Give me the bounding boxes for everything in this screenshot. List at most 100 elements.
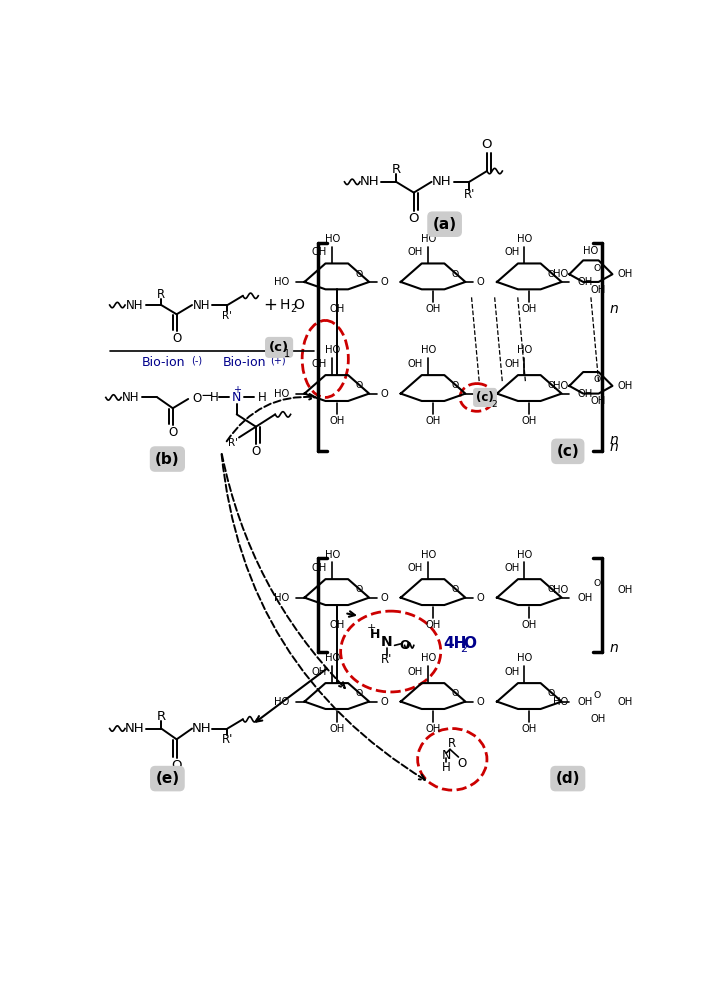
Text: O: O xyxy=(355,585,362,594)
Text: O: O xyxy=(451,689,459,698)
Text: R: R xyxy=(391,163,401,176)
Text: HO: HO xyxy=(421,653,436,663)
Text: (c): (c) xyxy=(269,341,289,354)
Text: O: O xyxy=(547,382,554,391)
Text: O: O xyxy=(593,691,601,700)
Text: HO: HO xyxy=(552,696,568,706)
Text: HO: HO xyxy=(552,270,568,280)
Text: OH: OH xyxy=(312,562,327,572)
Text: O: O xyxy=(477,389,485,399)
Text: R: R xyxy=(157,288,165,301)
Text: O: O xyxy=(464,636,476,651)
Text: OH: OH xyxy=(408,246,423,257)
Text: (c): (c) xyxy=(557,444,579,459)
Text: NH: NH xyxy=(193,299,210,312)
Text: OH: OH xyxy=(425,416,441,426)
Text: H: H xyxy=(442,761,450,774)
Text: HO: HO xyxy=(325,233,340,243)
Text: OH: OH xyxy=(504,246,520,257)
Text: n: n xyxy=(610,302,618,316)
Text: OH: OH xyxy=(522,620,537,630)
Text: OH: OH xyxy=(618,585,633,595)
Text: NH: NH xyxy=(360,175,380,188)
Text: HO: HO xyxy=(584,246,598,257)
Text: R': R' xyxy=(222,732,233,745)
Text: HO: HO xyxy=(274,277,289,287)
Text: 2: 2 xyxy=(460,644,467,654)
Text: OH: OH xyxy=(522,724,537,734)
Text: (d): (d) xyxy=(556,772,580,787)
Text: OH: OH xyxy=(577,277,592,287)
Text: +: + xyxy=(367,623,376,633)
Text: n: n xyxy=(610,433,618,447)
Text: OH: OH xyxy=(329,416,345,426)
Text: 2: 2 xyxy=(290,304,296,314)
Text: −: − xyxy=(200,388,213,403)
Text: OH: OH xyxy=(591,396,606,406)
Text: OH: OH xyxy=(408,562,423,572)
Text: N: N xyxy=(232,391,241,404)
Text: N: N xyxy=(442,748,451,762)
Text: R: R xyxy=(157,709,166,722)
Text: OH: OH xyxy=(618,381,633,391)
Text: O: O xyxy=(251,445,261,458)
Text: OH: OH xyxy=(577,389,592,399)
Text: OH: OH xyxy=(329,724,345,734)
Text: OH: OH xyxy=(312,359,327,369)
Text: HO: HO xyxy=(421,549,436,559)
Text: O: O xyxy=(593,579,601,588)
Text: (b): (b) xyxy=(155,452,179,467)
Text: HO: HO xyxy=(518,346,532,356)
Text: NH: NH xyxy=(191,722,211,735)
Text: HO: HO xyxy=(274,389,289,399)
Text: HO: HO xyxy=(325,653,340,663)
Text: H: H xyxy=(280,298,291,312)
Text: OH: OH xyxy=(591,285,606,295)
Text: O: O xyxy=(355,689,362,698)
Text: OH: OH xyxy=(577,696,592,706)
Text: OH: OH xyxy=(312,246,327,257)
Text: H: H xyxy=(370,628,381,641)
Text: O: O xyxy=(355,270,362,279)
Text: OH: OH xyxy=(312,666,327,676)
Text: O: O xyxy=(294,298,304,312)
Text: O: O xyxy=(547,270,554,279)
Text: OH: OH xyxy=(329,305,345,315)
Text: O: O xyxy=(451,585,459,594)
Text: OH: OH xyxy=(329,620,345,630)
Text: O: O xyxy=(408,212,419,225)
Text: HO: HO xyxy=(552,585,568,595)
Text: HO: HO xyxy=(421,233,436,243)
Text: OH: OH xyxy=(504,666,520,676)
Text: O: O xyxy=(481,138,492,151)
Text: HO: HO xyxy=(518,549,532,559)
Text: O: O xyxy=(381,592,389,602)
Text: HO: HO xyxy=(274,592,289,602)
Text: OH: OH xyxy=(522,305,537,315)
Text: R': R' xyxy=(223,311,233,321)
Text: (c): (c) xyxy=(476,391,494,404)
Text: OH: OH xyxy=(618,696,633,706)
Text: n: n xyxy=(610,640,618,654)
Text: O: O xyxy=(477,277,485,287)
Text: O: O xyxy=(355,382,362,391)
Text: R': R' xyxy=(464,187,475,200)
Text: Bio-ion: Bio-ion xyxy=(142,357,185,370)
Text: OH: OH xyxy=(591,713,606,723)
Text: H: H xyxy=(210,391,218,404)
Text: NH: NH xyxy=(432,175,452,188)
Text: O: O xyxy=(547,689,554,698)
Text: H: H xyxy=(258,391,267,404)
Text: 4H: 4H xyxy=(443,636,467,651)
Text: (a): (a) xyxy=(432,216,457,231)
Text: O: O xyxy=(477,592,485,602)
Text: O: O xyxy=(399,639,410,652)
Text: HO: HO xyxy=(421,346,436,356)
Text: OH: OH xyxy=(425,620,441,630)
Text: 2: 2 xyxy=(492,400,498,409)
Text: R': R' xyxy=(228,438,238,448)
Text: HO: HO xyxy=(274,696,289,706)
Text: O: O xyxy=(547,585,554,594)
Text: O: O xyxy=(168,427,177,439)
Text: O: O xyxy=(457,757,466,770)
